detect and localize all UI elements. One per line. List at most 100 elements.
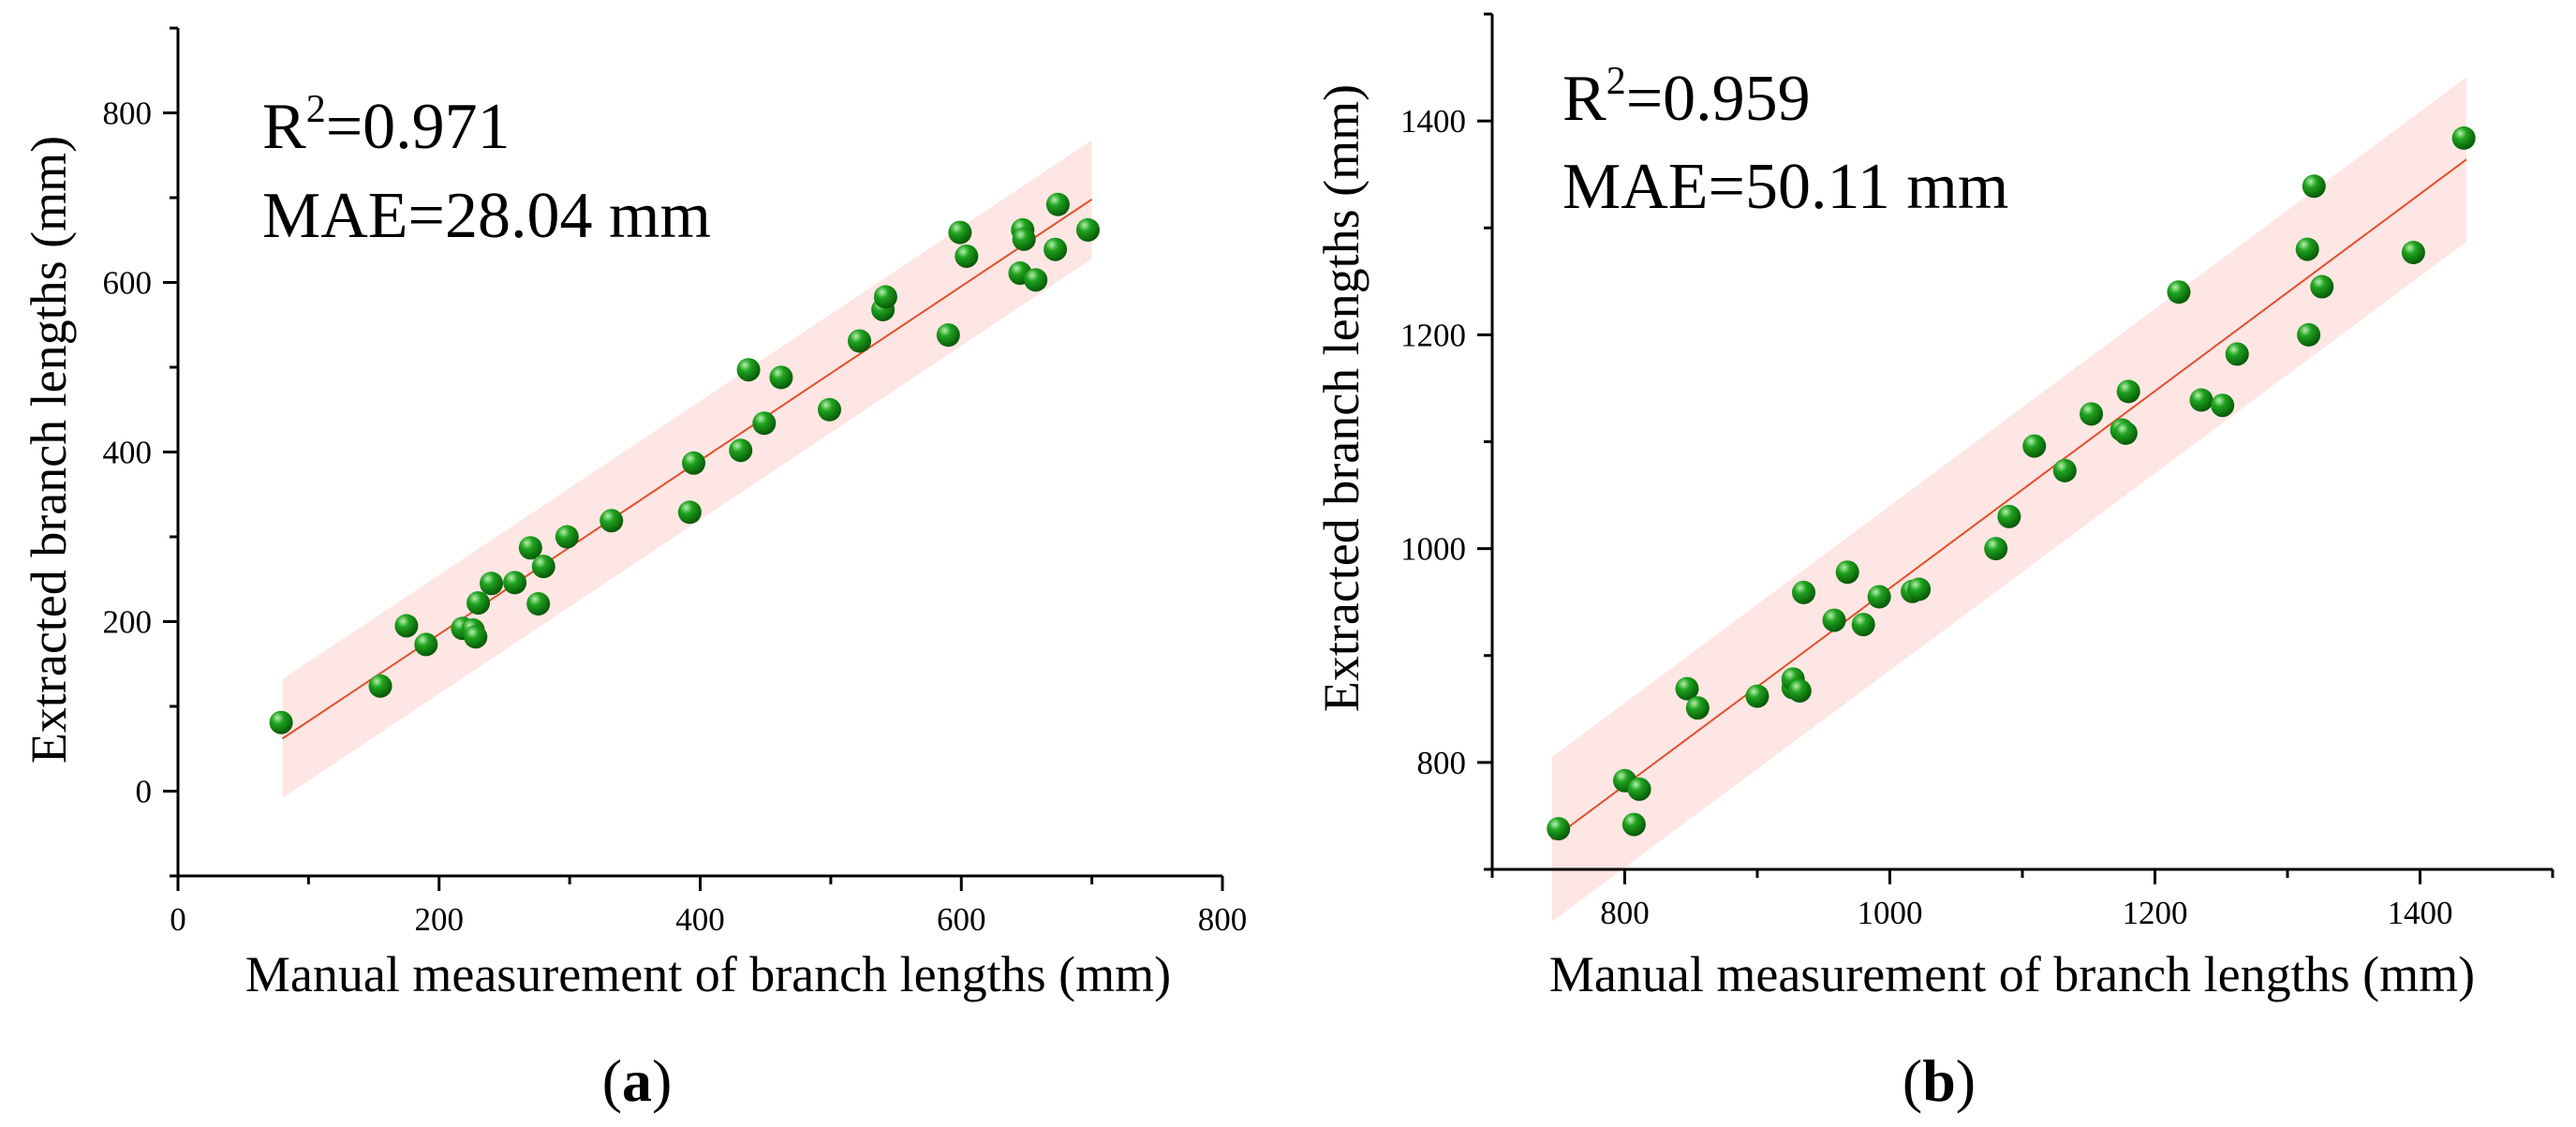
panel-b-point-27 — [2189, 388, 2213, 412]
panel-a-point-31 — [1012, 227, 1036, 251]
panel-b-point-24 — [2113, 421, 2138, 445]
panel-b-point-3 — [1621, 812, 1646, 837]
panel-b-y-tick-label: 800 — [1417, 745, 1467, 781]
panel-b: 800 1000 1200 1400 800 1000 1200 1400 R2=0.959… — [1313, 12, 2554, 1114]
panel-a-label-open: ( — [602, 1047, 622, 1114]
panel-b-r2-stat: R2=0.959 — [1562, 60, 1811, 135]
panel-b-r2-prefix: R — [1562, 63, 1606, 135]
panel-a-x-tick-label: 400 — [675, 901, 725, 938]
panel-b-y-tick-label: 1000 — [1400, 531, 1466, 568]
panel-b-label-open: ( — [1902, 1047, 1922, 1114]
panel-a-x-tick-label: 800 — [1198, 901, 1248, 938]
panel-b-x-axis-title: Manual measurement of branch lengths (mm… — [1549, 946, 2475, 1002]
panel-a-point-14 — [555, 525, 579, 549]
panel-a-r2-sup: 2 — [306, 88, 326, 131]
panel-b-point-10 — [1787, 678, 1812, 703]
panel-a-point-18 — [729, 438, 753, 463]
panel-b-r2-sup: 2 — [1606, 60, 1626, 103]
panel-b-point-17 — [1907, 577, 1932, 601]
panel-b-y-tick-label: 1400 — [1400, 103, 1466, 140]
panel-a-y-ticks: 0 200 400 600 800 — [103, 26, 178, 878]
panel-a-point-15 — [600, 509, 624, 533]
panel-b-y-axis-title: Extracted branch lengths (mm) — [1313, 84, 1369, 712]
panel-b-point-11 — [1792, 580, 1816, 604]
panel-b-label-letter: b — [1922, 1047, 1956, 1114]
panel-b-point-12 — [1822, 608, 1846, 632]
panel-b-point-22 — [2080, 402, 2104, 426]
panel-a-y-axis-title: Extracted branch lengths (mm) — [21, 136, 77, 764]
panel-a: 0 200 400 600 800 0 200 400 600 800 R2=0.971 MAE… — [21, 26, 1247, 1114]
panel-b-point-25 — [2116, 379, 2140, 404]
panel-a-x-tick-label: 0 — [170, 901, 186, 938]
panel-a-point-12 — [526, 591, 551, 615]
panel-b-point-20 — [2022, 434, 2047, 458]
panel-a-r2-value: =0.971 — [326, 91, 511, 163]
panel-a-point-23 — [848, 329, 872, 353]
panel-a-point-32 — [1024, 268, 1048, 292]
panel-a-x-tick-label: 600 — [937, 901, 986, 938]
panel-b-x-tick-label: 1400 — [2388, 895, 2453, 931]
panel-b-r2-value: =0.959 — [1626, 63, 1811, 135]
panel-a-point-4 — [414, 632, 438, 657]
panel-b-y-tick-label: 1200 — [1400, 317, 1466, 353]
panel-b-point-4 — [1627, 777, 1651, 801]
panel-b-x-tick-label: 800 — [1600, 895, 1650, 931]
panel-a-point-8 — [466, 591, 491, 615]
panel-a-point-17 — [682, 451, 706, 475]
panel-b-label-close: ) — [1956, 1047, 1976, 1114]
panel-b-point-26 — [2167, 280, 2191, 304]
panel-a-y-tick-label: 800 — [103, 96, 153, 132]
panel-a-point-27 — [948, 220, 972, 245]
panel-b-point-35 — [2451, 126, 2476, 150]
panel-a-point-25 — [873, 285, 897, 309]
panel-a-point-9 — [480, 571, 503, 596]
panel-b-point-1 — [1547, 817, 1571, 841]
panel-a-point-19 — [736, 358, 761, 382]
panel-b-point-31 — [2297, 322, 2321, 347]
panel-a-point-35 — [1075, 217, 1100, 242]
panel-a-point-1 — [269, 710, 293, 734]
panel-b-x-tick-label: 1200 — [2123, 895, 2188, 931]
panel-a-point-33 — [1044, 237, 1068, 261]
panel-b-point-15 — [1867, 585, 1891, 609]
panel-a-point-10 — [503, 571, 527, 595]
panel-a-point-20 — [752, 411, 777, 436]
panel-a-y-tick-label: 600 — [103, 265, 153, 302]
panel-a-point-34 — [1045, 192, 1070, 216]
panel-a-point-28 — [955, 244, 979, 268]
panel-a-r2-prefix: R — [262, 91, 306, 163]
panel-a-point-13 — [531, 555, 555, 579]
panel-b-mae-stat: MAE=50.11 mm — [1562, 151, 2008, 223]
panel-b-fit-line — [1551, 158, 2467, 840]
panel-a-point-3 — [394, 614, 419, 638]
panel-a-point-7 — [464, 625, 488, 649]
panel-b-point-21 — [2052, 458, 2077, 482]
panel-a-point-11 — [518, 536, 542, 560]
panel-b-label: (b) — [1902, 1047, 1976, 1114]
panel-b-point-19 — [1997, 504, 2021, 528]
panel-a-label-close: ) — [652, 1047, 672, 1114]
panel-b-point-6 — [1685, 696, 1710, 720]
panel-b-x-ticks: 800 1000 1200 1400 — [1490, 869, 2554, 931]
panel-b-x-tick-label: 1000 — [1858, 895, 1923, 931]
panel-a-r2-stat: R2=0.971 — [262, 88, 511, 163]
panel-b-point-18 — [1984, 537, 2008, 561]
panel-a-mae-stat: MAE=28.04 mm — [262, 180, 711, 252]
panel-a-label: (a) — [602, 1047, 673, 1114]
panel-a-x-axis-title: Manual measurement of branch lengths (mm… — [245, 946, 1171, 1002]
panel-b-y-ticks: 800 1000 1200 1400 — [1400, 12, 1492, 871]
panel-b-point-34 — [2401, 240, 2425, 264]
panel-a-point-21 — [769, 365, 793, 390]
panel-b-point-28 — [2211, 393, 2235, 418]
panel-a-points — [269, 192, 1100, 734]
panel-a-point-22 — [817, 397, 841, 422]
panel-b-point-33 — [2310, 274, 2334, 299]
panel-a-x-ticks: 0 200 400 600 800 — [170, 876, 1247, 938]
panel-b-point-5 — [1675, 676, 1699, 701]
panel-b-point-14 — [1851, 613, 1875, 637]
panel-a-point-26 — [936, 323, 960, 348]
panel-a-label-letter: a — [622, 1047, 652, 1114]
panel-b-points — [1547, 126, 2476, 841]
panel-a-y-tick-label: 400 — [103, 435, 153, 471]
